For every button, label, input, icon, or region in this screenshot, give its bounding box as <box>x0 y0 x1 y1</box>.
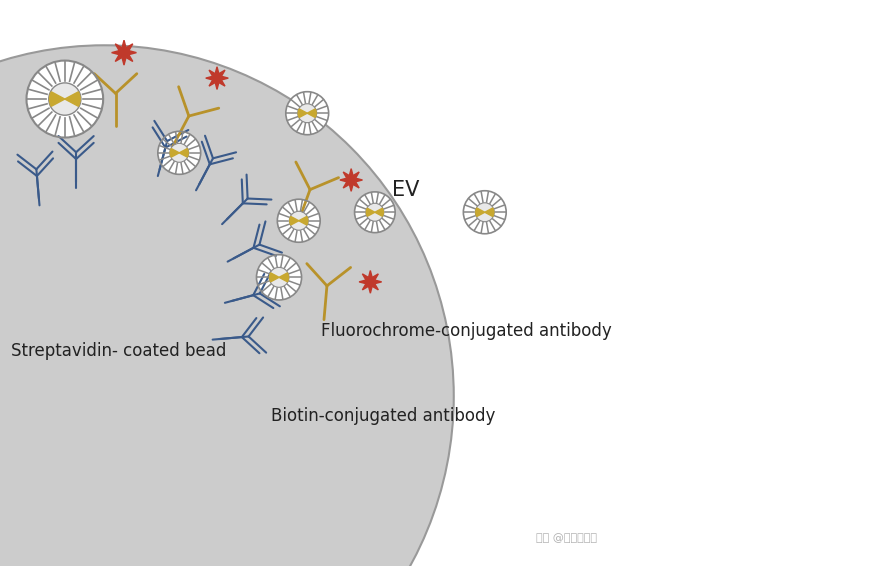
Wedge shape <box>366 208 375 216</box>
Wedge shape <box>65 92 81 106</box>
Text: Fluorochrome-conjugated antibody: Fluorochrome-conjugated antibody <box>321 322 612 340</box>
Circle shape <box>475 203 494 222</box>
Circle shape <box>277 199 320 242</box>
Circle shape <box>27 61 104 138</box>
Circle shape <box>355 192 395 233</box>
Text: Streptavidin- coated bead: Streptavidin- coated bead <box>12 342 227 360</box>
Circle shape <box>366 203 384 221</box>
Circle shape <box>289 211 308 230</box>
Wedge shape <box>279 273 289 282</box>
Wedge shape <box>50 92 65 106</box>
Text: Biotin-conjugated antibody: Biotin-conjugated antibody <box>271 407 495 425</box>
Wedge shape <box>299 217 308 225</box>
Polygon shape <box>340 169 363 191</box>
Circle shape <box>464 191 506 234</box>
Circle shape <box>286 92 328 135</box>
Wedge shape <box>270 273 279 282</box>
Text: EV: EV <box>392 179 419 200</box>
Circle shape <box>257 255 302 300</box>
Circle shape <box>49 83 81 115</box>
Circle shape <box>297 104 317 123</box>
Wedge shape <box>485 208 494 216</box>
Circle shape <box>0 45 454 566</box>
Circle shape <box>158 131 201 174</box>
Polygon shape <box>112 40 136 65</box>
Text: 知乎 @杆宁维生物: 知乎 @杆宁维生物 <box>535 533 596 543</box>
Wedge shape <box>298 109 307 117</box>
Wedge shape <box>180 149 189 157</box>
Polygon shape <box>359 271 381 293</box>
Wedge shape <box>307 109 316 117</box>
Circle shape <box>269 267 289 288</box>
Wedge shape <box>375 208 383 216</box>
Polygon shape <box>205 67 228 89</box>
Circle shape <box>170 143 189 162</box>
Wedge shape <box>476 208 485 216</box>
Wedge shape <box>170 149 180 157</box>
Wedge shape <box>289 217 299 225</box>
